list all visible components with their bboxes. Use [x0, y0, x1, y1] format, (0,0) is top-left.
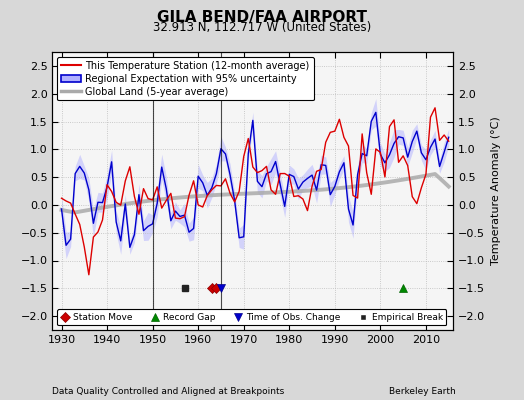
- Text: Berkeley Earth: Berkeley Earth: [389, 387, 456, 396]
- Text: 32.913 N, 112.717 W (United States): 32.913 N, 112.717 W (United States): [153, 21, 371, 34]
- Y-axis label: Temperature Anomaly (°C): Temperature Anomaly (°C): [491, 117, 501, 265]
- Text: Data Quality Controlled and Aligned at Breakpoints: Data Quality Controlled and Aligned at B…: [52, 387, 285, 396]
- Legend: Station Move, Record Gap, Time of Obs. Change, Empirical Break: Station Move, Record Gap, Time of Obs. C…: [57, 309, 446, 326]
- Text: GILA BEND/FAA AIRPORT: GILA BEND/FAA AIRPORT: [157, 10, 367, 25]
